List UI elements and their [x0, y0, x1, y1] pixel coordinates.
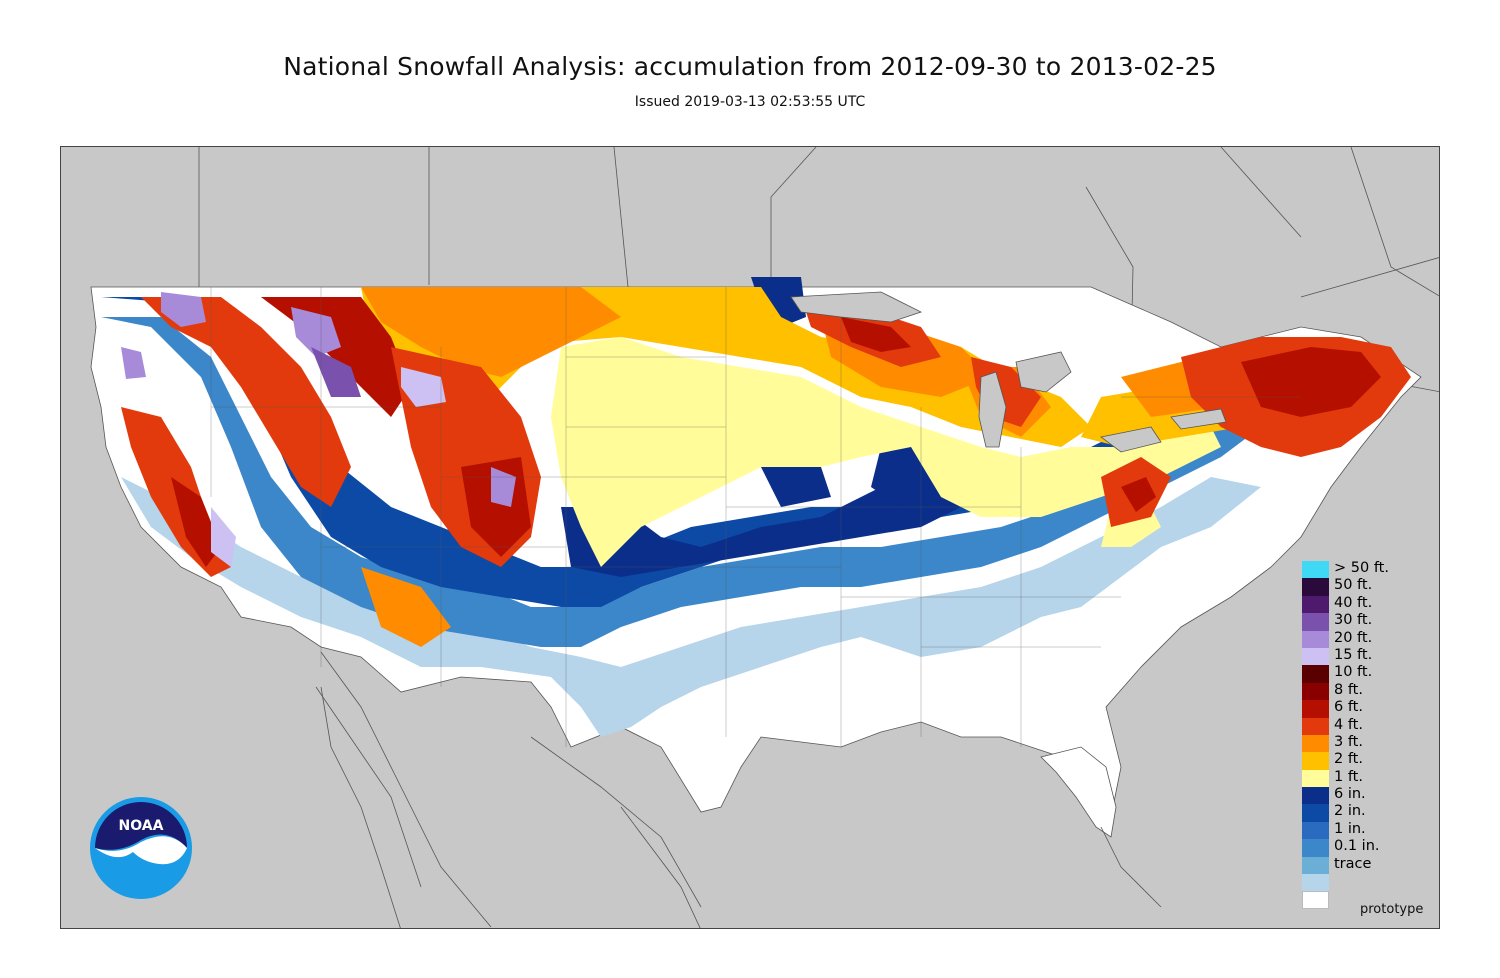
legend-label: 1 ft. [1334, 768, 1363, 785]
legend-row [1302, 891, 1422, 909]
noaa-logo-bird [95, 836, 187, 865]
legend-row: 6 ft. [1302, 699, 1422, 718]
legend-row [1302, 874, 1422, 892]
legend-label: 2 in. [1334, 803, 1366, 820]
snow-zone-3ft [361, 287, 621, 377]
legend-swatch [1302, 717, 1329, 735]
legend-row: > 50 ft. [1302, 560, 1422, 579]
legend-label: 10 ft. [1334, 664, 1373, 681]
legend-swatch [1302, 752, 1329, 770]
legend-swatch [1302, 821, 1329, 840]
legend-swatch [1302, 874, 1329, 892]
legend-row: 4 ft. [1302, 716, 1422, 735]
legend-row: 0.1 in. [1302, 838, 1422, 857]
legend-swatch [1302, 647, 1329, 666]
legend-label: 4 ft. [1334, 716, 1363, 733]
legend-swatch [1302, 839, 1329, 857]
snow-zone-1in [101, 317, 1261, 647]
legend-swatch [1302, 700, 1329, 718]
legend-label: 40 ft. [1334, 594, 1373, 611]
legend-row: 1 in. [1302, 820, 1422, 840]
snow-zone-trace [121, 477, 1261, 737]
legend-row: 1 ft. [1302, 768, 1422, 788]
legend-label: > 50 ft. [1334, 560, 1389, 576]
legend-swatch [1302, 804, 1329, 822]
great-lakes [790, 291, 1227, 453]
color-legend: > 50 ft. 50 ft. 40 ft. 30 ft. 20 ft. 15 ft. 10… [1302, 560, 1422, 909]
legend-row: 10 ft. [1302, 664, 1422, 683]
legend-label: 8 ft. [1334, 681, 1363, 698]
legend-label: 2 ft. [1334, 751, 1363, 768]
legend-swatch [1302, 787, 1329, 805]
legend-swatch [1302, 578, 1329, 596]
legend-label: trace [1334, 855, 1372, 872]
legend-row: 2 ft. [1302, 751, 1422, 770]
legend-label: 20 ft. [1334, 629, 1373, 646]
legend-row: 2 in. [1302, 803, 1422, 822]
legend-row: 20 ft. [1302, 629, 1422, 648]
state-lines [210, 287, 1301, 747]
map-canvas [61, 147, 1439, 928]
map-title: National Snowfall Analysis: accumulation… [283, 52, 1217, 81]
legend-swatch [1302, 665, 1329, 683]
noaa-logo-text: NOAA [119, 818, 164, 834]
legend-label: 3 ft. [1334, 733, 1363, 750]
legend-swatch [1302, 891, 1329, 909]
coastlines [320, 686, 1162, 928]
legend-label: 6 ft. [1334, 699, 1363, 716]
legend-row: 40 ft. [1302, 594, 1422, 614]
noaa-logo: NOAA [90, 797, 192, 899]
legend-label: 50 ft. [1334, 577, 1373, 594]
legend-swatch [1302, 595, 1329, 614]
prototype-label: prototype [1360, 902, 1424, 917]
snowfall-map [60, 146, 1440, 929]
legend-row: 50 ft. [1302, 577, 1422, 596]
legend-label: 1 in. [1334, 820, 1366, 837]
legend-row: trace [1302, 855, 1422, 875]
legend-swatch [1302, 630, 1329, 648]
legend-swatch [1302, 734, 1329, 753]
issued-timestamp: Issued 2019-03-13 02:53:55 UTC [634, 94, 866, 110]
legend-swatch [1302, 856, 1329, 875]
snow-zone-1ft [551, 337, 1221, 567]
snow-zone-6ft [1241, 347, 1381, 417]
legend-swatch [1302, 561, 1329, 579]
legend-swatch [1302, 682, 1329, 701]
florida [1040, 746, 1117, 838]
legend-label: 30 ft. [1334, 612, 1373, 629]
legend-label: 6 in. [1334, 786, 1366, 803]
legend-row: 15 ft. [1302, 646, 1422, 666]
legend-row: 30 ft. [1302, 612, 1422, 631]
legend-row: 8 ft. [1302, 681, 1422, 701]
legend-label: 15 ft. [1334, 646, 1373, 663]
legend-label: 0.1 in. [1334, 838, 1380, 855]
noaa-logo-top [95, 802, 187, 850]
snow-zone-6in [101, 297, 1251, 607]
legend-swatch [1302, 613, 1329, 631]
legend-row: 6 in. [1302, 786, 1422, 805]
legend-row: 3 ft. [1302, 733, 1422, 753]
legend-swatch [1302, 769, 1329, 788]
